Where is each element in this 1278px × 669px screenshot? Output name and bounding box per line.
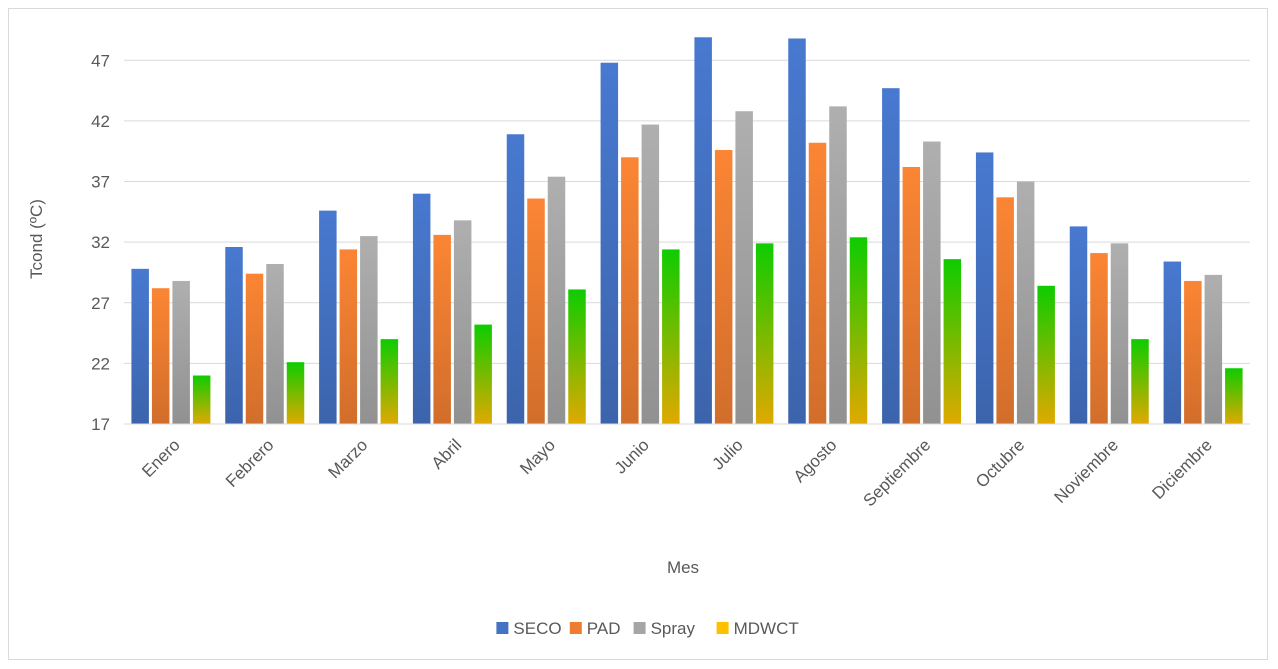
bar-spray-febrero — [266, 263, 284, 424]
y-tick-label: 22 — [91, 354, 110, 373]
bar-pad-diciembre — [1184, 280, 1202, 424]
bar-mdwct-agosto — [849, 237, 868, 424]
bar-spray-octubre — [1016, 181, 1035, 424]
bar-spray-enero — [172, 280, 190, 424]
bar-mdwct-noviembre — [1131, 339, 1149, 424]
bar-mdwct-abril — [474, 324, 492, 424]
y-tick-label: 27 — [91, 294, 110, 313]
bar-mdwct-junio — [662, 249, 680, 424]
bar-pad-febrero — [245, 273, 264, 424]
legend-label-spray: Spray — [651, 619, 696, 638]
legend-swatch-seco — [496, 622, 509, 634]
x-tick-label: Junio — [611, 435, 653, 477]
y-tick-label: 32 — [91, 233, 110, 252]
x-axis-ticks: Enero Febrero Marzo Abril Mayo Junio Julio Agos… — [138, 435, 1216, 510]
bar-seco-abril — [412, 193, 431, 424]
x-tick-label: Febrero — [222, 435, 278, 491]
x-axis-title: Mes — [667, 558, 699, 577]
gridlines — [124, 59, 1250, 364]
x-tick-label: Mayo — [516, 435, 559, 478]
bar-pad-mayo — [527, 198, 545, 424]
bar-spray-septiembre — [923, 141, 941, 425]
y-axis-title: Tcond (ºC) — [27, 199, 46, 279]
legend-label-seco: SECO — [513, 619, 561, 638]
x-tick-label: Noviembre — [1051, 435, 1123, 507]
legend-swatch-mdwct — [716, 622, 729, 634]
bar-spray-diciembre — [1204, 274, 1223, 424]
bar-pad-abril — [433, 234, 451, 424]
legend-swatch-spray — [633, 622, 646, 634]
bar-pad-marzo — [339, 249, 358, 424]
bar-mdwct-mayo — [568, 289, 586, 424]
bar-mdwct-marzo — [380, 339, 399, 424]
y-tick-label: 47 — [91, 51, 110, 70]
bar-mdwct-octubre — [1037, 285, 1055, 424]
bar-pad-enero — [151, 288, 170, 424]
bar-mdwct-septiembre — [943, 259, 962, 424]
x-tick-label: Diciembre — [1148, 435, 1216, 503]
bar-seco-enero — [131, 268, 149, 424]
bar-pad-julio — [714, 150, 733, 424]
y-axis-ticks: 17 22 27 32 37 42 47 — [91, 51, 110, 434]
x-tick-label: Septiembre — [860, 435, 935, 510]
legend: SECO PAD Spray MDWCT — [496, 619, 799, 638]
legend-label-pad: PAD — [587, 619, 621, 638]
bar-spray-junio — [641, 124, 660, 424]
bar-mdwct-febrero — [286, 362, 305, 424]
bar-seco-noviembre — [1069, 226, 1088, 424]
bar-spray-mayo — [547, 176, 566, 424]
bar-mdwct-diciembre — [1225, 368, 1243, 424]
bar-pad-junio — [621, 157, 639, 425]
bar-pad-agosto — [808, 142, 827, 424]
bar-seco-julio — [694, 37, 712, 425]
bar-spray-marzo — [360, 236, 378, 424]
bar-seco-octubre — [975, 152, 994, 425]
x-tick-label: Enero — [138, 435, 184, 481]
bar-pad-septiembre — [902, 166, 921, 424]
bar-mdwct-enero — [192, 375, 211, 424]
bar-seco-febrero — [225, 247, 243, 424]
bar-pad-octubre — [996, 197, 1014, 424]
bar-seco-agosto — [788, 38, 806, 425]
bar-seco-junio — [600, 62, 619, 425]
bar-spray-julio — [735, 111, 753, 425]
bar-mdwct-julio — [755, 243, 774, 424]
bar-pad-noviembre — [1090, 253, 1108, 424]
bar-seco-septiembre — [882, 88, 900, 425]
bar-seco-mayo — [506, 134, 525, 424]
bar-spray-agosto — [829, 106, 847, 425]
bar-spray-abril — [453, 220, 472, 424]
x-tick-label: Marzo — [325, 435, 372, 482]
bar-seco-marzo — [319, 210, 337, 424]
y-tick-label: 37 — [91, 173, 110, 192]
legend-swatch-pad — [569, 622, 582, 634]
bar-seco-diciembre — [1163, 261, 1182, 424]
x-tick-label: Agosto — [790, 435, 841, 486]
y-tick-label: 17 — [91, 415, 110, 434]
y-tick-label: 42 — [91, 112, 110, 131]
x-tick-label: Octubre — [972, 435, 1028, 491]
x-tick-label: Julio — [709, 435, 747, 473]
x-tick-label: Abril — [428, 435, 465, 472]
legend-label-mdwct: MDWCT — [734, 619, 799, 638]
bars — [131, 37, 1243, 425]
bar-spray-noviembre — [1110, 243, 1129, 424]
